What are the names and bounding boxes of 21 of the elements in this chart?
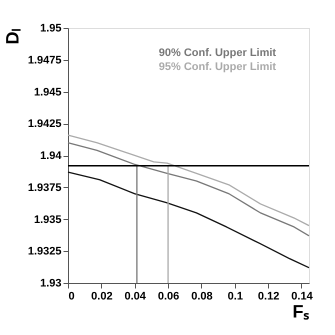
y-tick-label: 1.95: [40, 22, 62, 34]
x-tick-label: 0.06: [158, 290, 180, 302]
y-tick-label: 1.9375: [28, 182, 62, 194]
text: 90% Conf. Upper Limit: [158, 47, 276, 59]
y-tick-label: 1.935: [34, 214, 62, 226]
y-axis-title: Dₗ: [2, 28, 22, 44]
y-tick-label: 1.94: [40, 150, 62, 162]
x-tick-label: 0.1: [228, 290, 243, 302]
x-tick-label: 0.14: [291, 290, 314, 302]
x-tick-label: 0.08: [191, 290, 213, 302]
y-tick-label: 1.945: [34, 86, 62, 98]
x-tick-label: 0: [68, 290, 75, 302]
y-tick-label: 1.9425: [28, 118, 62, 130]
y-tick-label: 1.93: [40, 278, 62, 290]
x-tick-label: 0.04: [124, 290, 147, 302]
x-tick-label: 0.12: [258, 290, 280, 302]
text: 95% Conf. Upper Limit: [158, 61, 276, 73]
y-tick-label: 1.9475: [28, 54, 62, 66]
x-tick-label: 0.02: [91, 290, 113, 302]
y-tick-label: 1.9325: [28, 246, 62, 258]
x-axis-title: Fₛ: [292, 302, 310, 322]
